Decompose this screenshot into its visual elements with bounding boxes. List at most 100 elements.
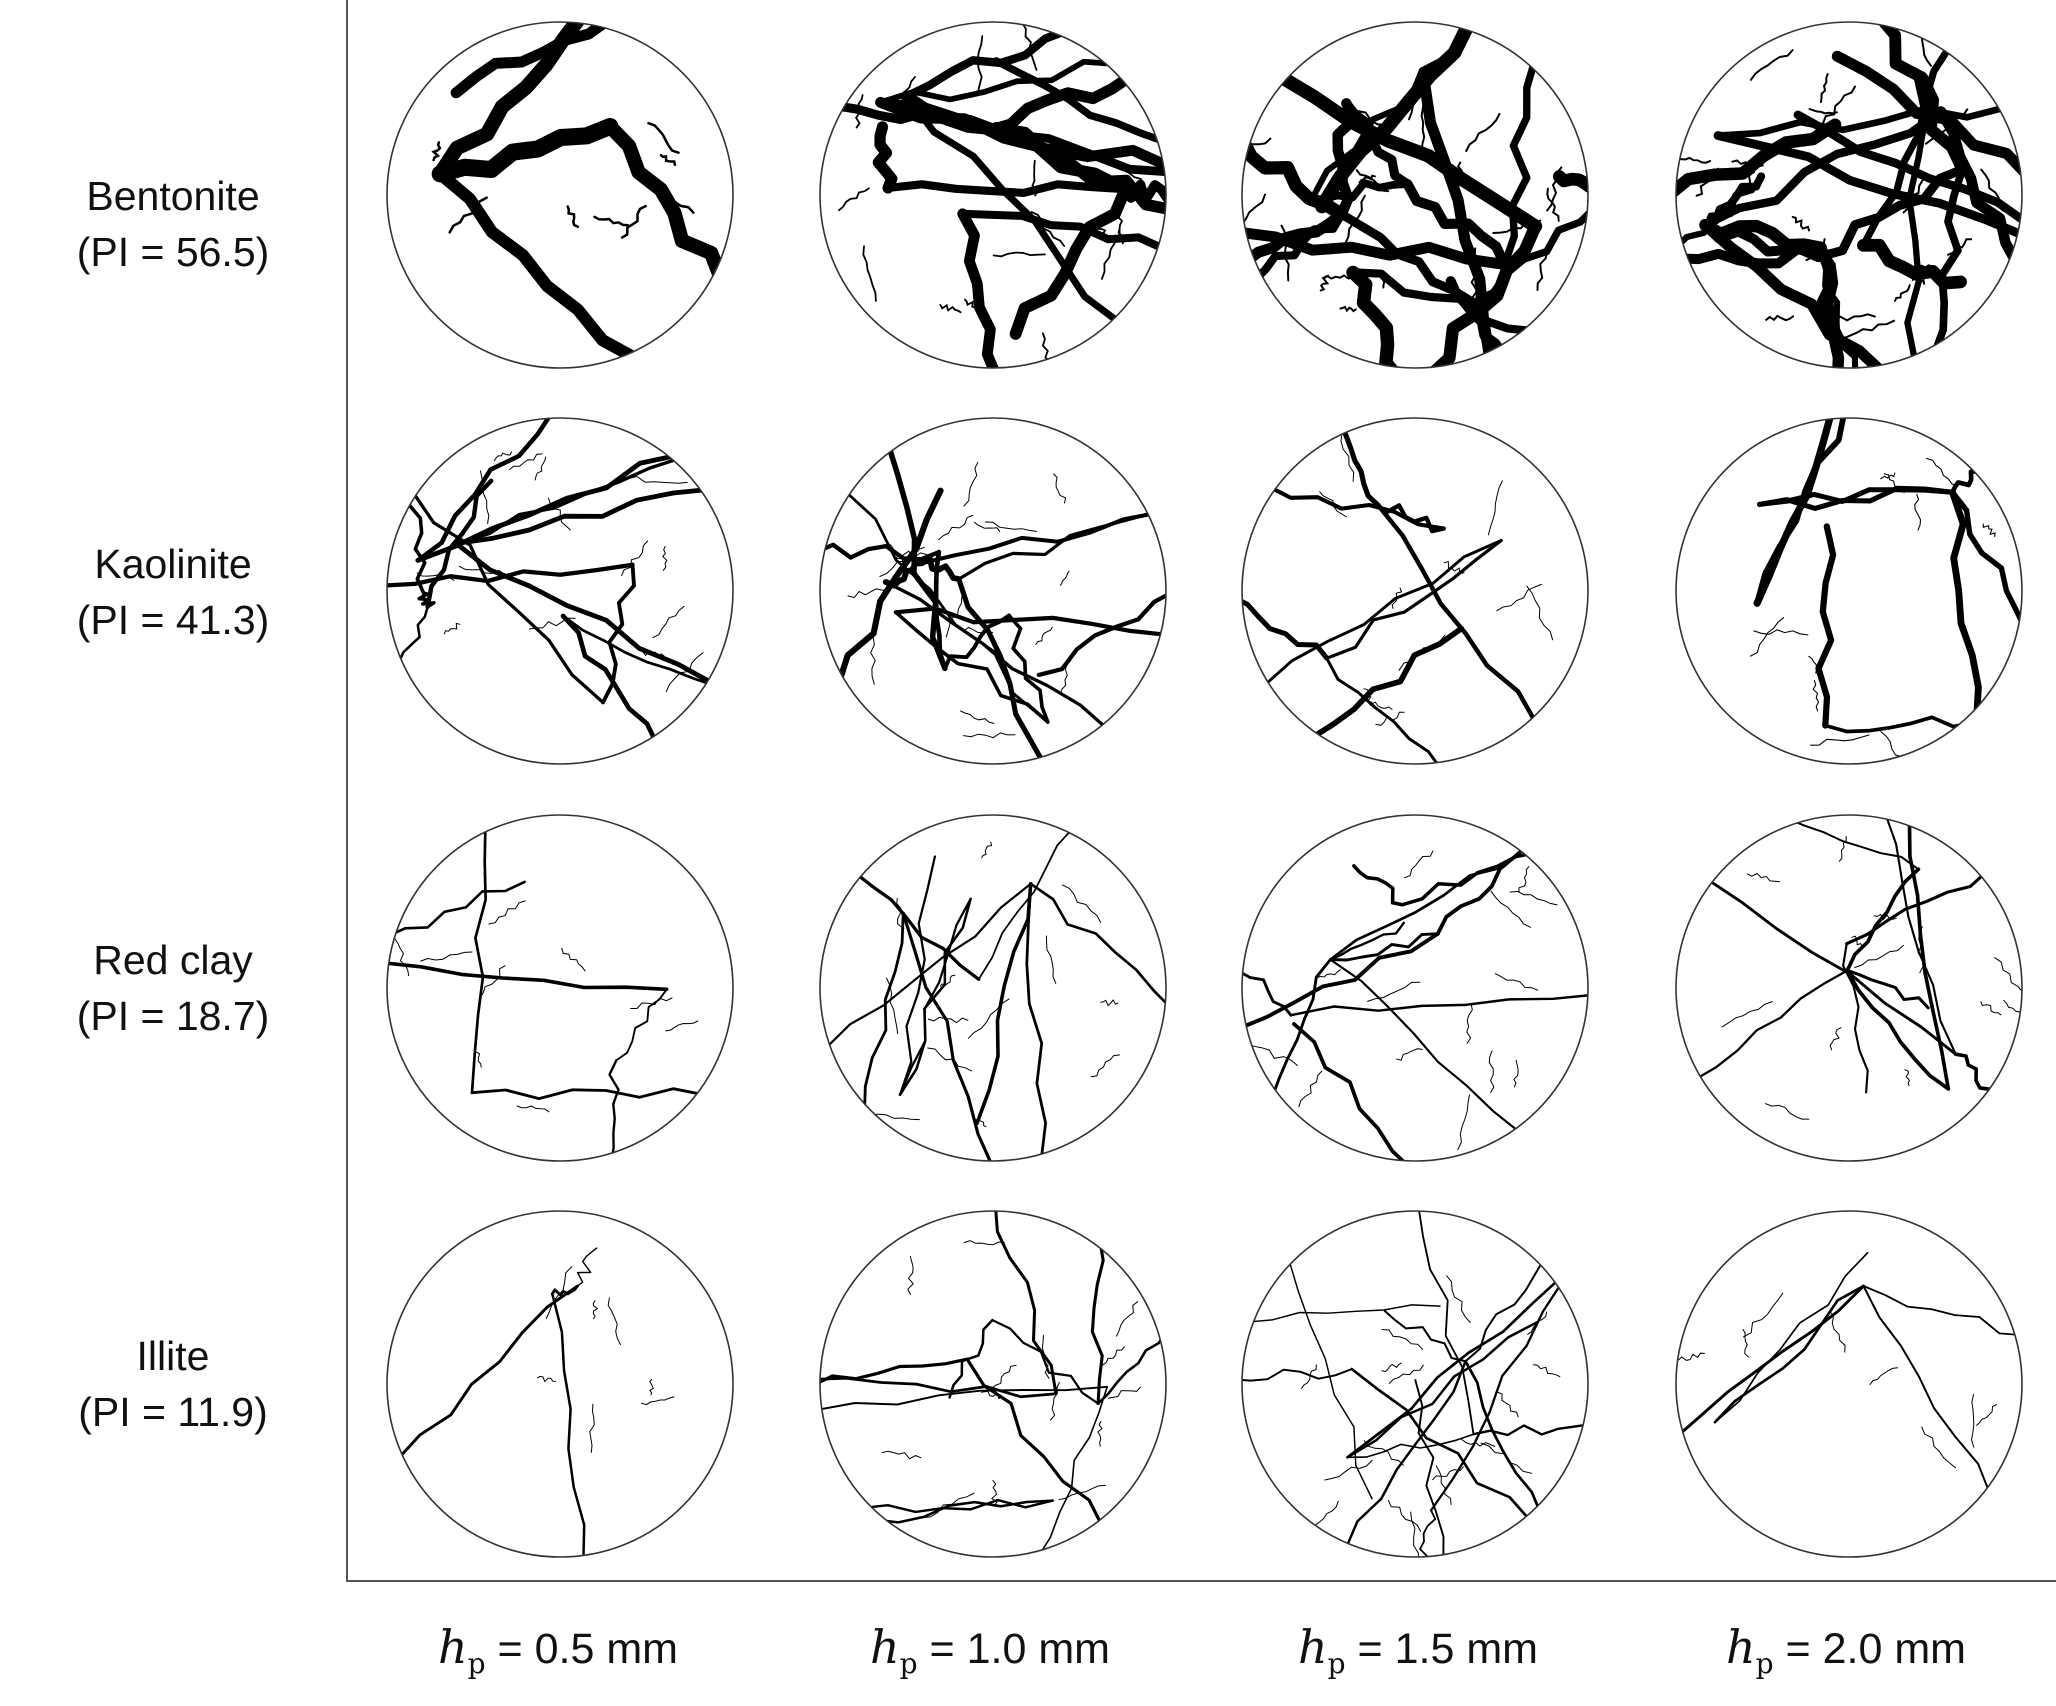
hairline-crack — [488, 900, 526, 925]
crack — [1034, 1386, 1108, 1557]
row-label-bentonite: Bentonite (PI = 56.5) — [0, 168, 346, 280]
hairline-crack — [1041, 1334, 1050, 1379]
crack — [1813, 164, 1967, 262]
hairline-crack — [448, 196, 488, 234]
hairline-crack — [960, 710, 995, 724]
hairline-crack — [1902, 175, 1929, 214]
hairline-crack — [416, 572, 455, 581]
hairline-crack — [974, 521, 1001, 533]
hairline-crack — [1242, 137, 1272, 154]
row-label-name: Kaolinite — [94, 541, 252, 587]
hairline-crack — [1487, 480, 1503, 536]
crack — [992, 57, 1166, 147]
hairline-crack — [991, 1364, 1017, 1389]
hairline-crack — [847, 588, 889, 599]
hairline-crack — [1367, 981, 1421, 1002]
hairline-crack — [1509, 890, 1558, 906]
crack — [1289, 993, 1588, 1017]
hairline-crack — [534, 456, 547, 481]
hairline-crack — [420, 951, 473, 962]
hairline-crack — [1045, 935, 1057, 984]
hairline-crack — [566, 205, 580, 229]
row-label-pi: (PI = 11.9) — [78, 1389, 268, 1435]
crack — [1009, 183, 1132, 340]
specimen-outline — [1675, 21, 2023, 369]
hairline-crack — [1341, 103, 1395, 130]
hairline-crack — [474, 1044, 482, 1068]
specimen-r4-c1 — [386, 1210, 734, 1558]
specimen-outline — [1241, 417, 1589, 765]
specimen-outline — [1675, 417, 2023, 765]
hairline-crack — [1925, 108, 1969, 145]
hairline-crack — [881, 1450, 922, 1460]
crack-network — [387, 820, 709, 1161]
hairline-crack — [958, 626, 994, 634]
crack — [993, 1211, 1058, 1396]
hairline-crack — [1982, 523, 1996, 538]
hairline-crack — [1246, 1041, 1298, 1066]
hairline-crack — [665, 652, 704, 692]
crack — [1242, 132, 1349, 221]
crack — [408, 486, 605, 705]
hairline-crack — [1840, 319, 1896, 341]
hairline-crack — [431, 141, 442, 162]
specimen-r4-c2 — [819, 1210, 1167, 1558]
crack — [1862, 1285, 1993, 1498]
hairline-crack — [1994, 957, 2022, 1000]
crack — [1329, 844, 1530, 961]
hairline-crack — [963, 461, 979, 507]
specimen-disc — [1676, 815, 2022, 1161]
crack — [387, 880, 526, 939]
hairline-crack — [1904, 1069, 1910, 1087]
hairline-crack — [1301, 1364, 1317, 1389]
hairline-crack — [981, 841, 993, 859]
hairline-crack — [1873, 913, 1897, 921]
crack — [1343, 1360, 1467, 1553]
hairline-crack — [1822, 85, 1856, 124]
hairline-crack — [907, 1255, 914, 1296]
crack-network — [1691, 815, 2022, 1120]
crack-network — [1676, 22, 2022, 368]
specimen-r1-c3 — [1241, 21, 1589, 369]
hairline-crack — [1004, 133, 1032, 146]
crack-network — [820, 440, 1166, 764]
specimen-disc — [387, 418, 733, 764]
hairline-crack — [1808, 108, 1838, 115]
hairline-crack — [621, 540, 649, 577]
crack — [1754, 418, 1848, 607]
hairline-crack — [479, 965, 506, 999]
crack — [1271, 68, 1543, 234]
crack — [1286, 1253, 1373, 1500]
specimen-r1-c1 — [386, 21, 734, 369]
crack — [1714, 103, 2012, 139]
crack — [1346, 1275, 1563, 1459]
hairline-crack — [1741, 170, 1756, 192]
hairline-crack — [1432, 1466, 1464, 1481]
hairline-crack — [516, 1105, 550, 1113]
crack — [1402, 179, 1510, 270]
crack — [1414, 1379, 1445, 1557]
crack-network — [1242, 422, 1554, 764]
hairline-crack — [592, 1300, 599, 1320]
crack — [859, 1498, 1054, 1514]
hairline-crack — [1765, 1103, 1810, 1120]
hairline-crack — [1791, 215, 1810, 232]
specimen-outline — [819, 21, 1167, 369]
hairline-crack — [628, 475, 688, 484]
crack — [1882, 815, 1957, 1056]
hairline-crack — [1917, 926, 1924, 974]
crack — [551, 1292, 586, 1557]
hairline-crack — [641, 1396, 675, 1406]
crack — [560, 613, 660, 747]
hairline-crack — [1465, 112, 1501, 152]
crack — [1242, 959, 1293, 1017]
crack — [417, 591, 436, 609]
hairline-crack — [1398, 634, 1446, 671]
hairline-crack — [1059, 660, 1072, 695]
hairline-crack — [1310, 1500, 1339, 1530]
hairline-crack — [1388, 1500, 1422, 1532]
crack-network — [821, 825, 1166, 1161]
hairline-crack — [642, 649, 665, 658]
hairline-crack — [1053, 473, 1067, 504]
crack-network — [820, 1211, 1166, 1557]
